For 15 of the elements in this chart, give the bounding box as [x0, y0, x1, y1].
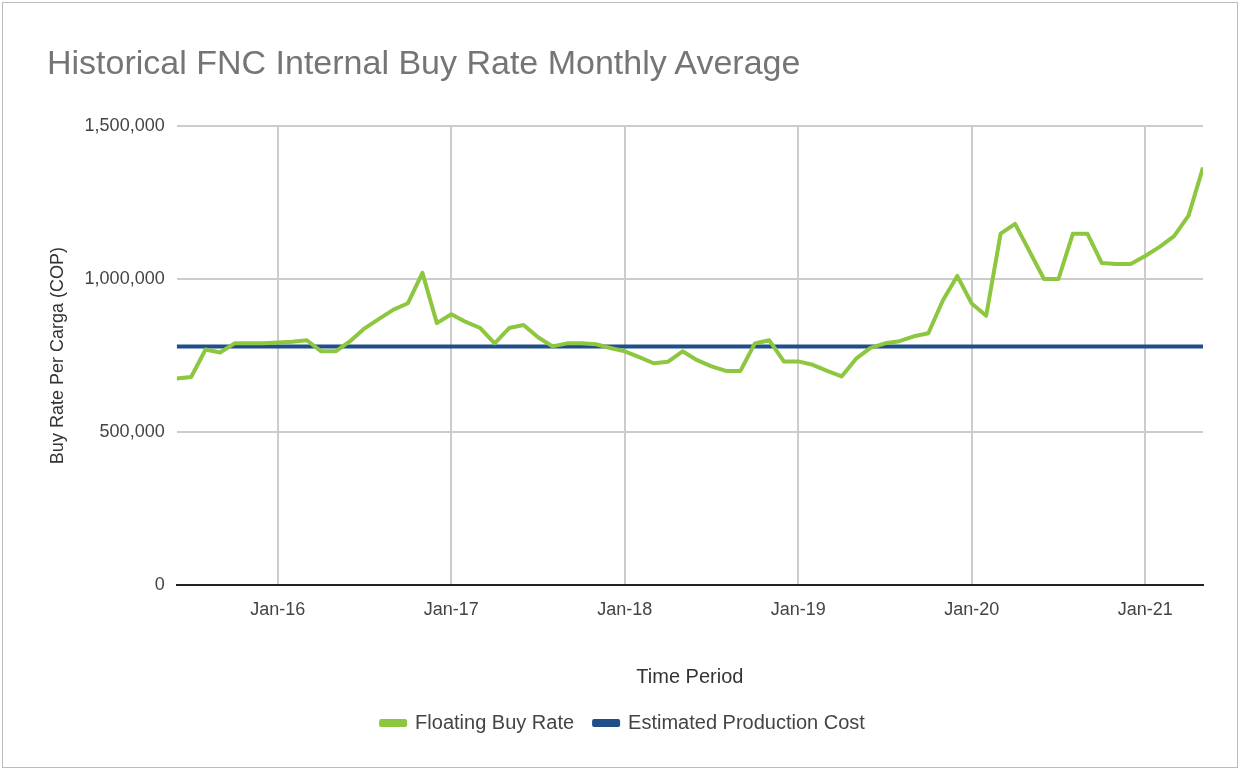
- x-tick-label: Jan-17: [423, 599, 479, 620]
- y-tick-label: 1,500,000: [84, 114, 165, 135]
- legend-label: Floating Buy Rate: [415, 710, 575, 733]
- x-tick-label: Jan-21: [1117, 599, 1173, 620]
- x-tick-label: Jan-18: [597, 599, 653, 620]
- x-tick-label: Jan-16: [250, 599, 306, 620]
- y-tick-label: 1,000,000: [84, 267, 165, 288]
- y-axis-title: Buy Rate Per Carga (COP): [46, 247, 67, 465]
- x-tick-label: Jan-20: [944, 599, 1000, 620]
- chart-title: Historical FNC Internal Buy Rate Monthly Average: [47, 43, 801, 82]
- x-axis-title: Time Period: [636, 664, 744, 687]
- legend-label: Estimated Production Cost: [628, 710, 866, 733]
- x-tick-label: Jan-19: [770, 599, 826, 620]
- y-tick-label: 500,000: [99, 421, 165, 442]
- y-tick-label: 0: [154, 574, 165, 595]
